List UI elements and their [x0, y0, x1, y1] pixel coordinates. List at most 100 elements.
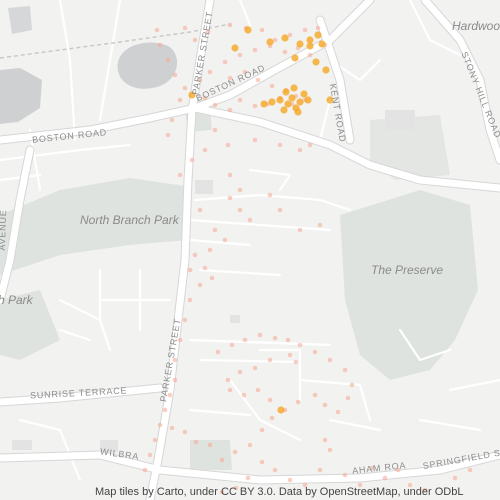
left-green-strip — [0, 290, 60, 360]
data-point — [172, 72, 178, 78]
data-point — [207, 247, 213, 253]
data-point-strong — [188, 91, 196, 99]
data-point-strong — [318, 40, 326, 48]
data-point — [237, 97, 243, 103]
east-road — [191, 104, 500, 192]
sunrise-terrace — [0, 384, 164, 406]
data-point — [252, 103, 258, 109]
data-point-strong — [312, 58, 320, 66]
data-point — [272, 467, 278, 473]
data-point — [255, 387, 261, 393]
data-point — [225, 377, 231, 383]
data-point — [182, 317, 188, 323]
data-point — [287, 32, 293, 38]
data-point — [219, 457, 225, 463]
stony-hill-road — [421, 0, 500, 164]
pond-small — [8, 6, 32, 34]
minor-roads — [0, 0, 500, 482]
data-point — [307, 52, 313, 58]
data-point — [349, 382, 355, 388]
data-point — [182, 85, 188, 91]
data-point — [315, 25, 321, 31]
data-point — [297, 342, 303, 348]
data-point — [237, 187, 243, 193]
data-point — [167, 392, 173, 398]
data-point — [192, 252, 198, 258]
data-points — [142, 22, 473, 495]
data-point — [317, 222, 323, 228]
data-point-strong — [300, 90, 308, 98]
data-point-strong — [280, 106, 288, 114]
data-point — [215, 349, 221, 355]
data-point — [165, 132, 171, 138]
data-point-strong — [284, 100, 292, 108]
data-point — [152, 437, 158, 443]
boston-road-west — [0, 104, 199, 144]
data-point — [269, 83, 275, 89]
data-point — [165, 57, 171, 63]
avenue-left — [0, 146, 34, 304]
data-point-strong — [276, 96, 284, 104]
data-point — [322, 437, 328, 443]
data-point — [245, 475, 251, 481]
the-preserve-area — [340, 190, 478, 380]
data-point — [233, 485, 239, 491]
data-point-strong — [322, 66, 330, 74]
data-point — [212, 227, 218, 233]
park-left-label: h Park — [0, 293, 33, 307]
avenue-left-label: AVENUE — [0, 209, 9, 251]
data-point — [241, 392, 247, 398]
data-point-strong — [268, 98, 276, 106]
data-point-strong — [326, 96, 334, 104]
data-point — [247, 217, 253, 223]
data-point — [272, 37, 278, 43]
data-point — [247, 442, 253, 448]
data-point — [227, 195, 233, 201]
data-point — [259, 427, 265, 433]
data-point — [162, 407, 168, 413]
data-point-strong — [306, 42, 314, 50]
data-point-strong — [306, 36, 314, 44]
data-point — [187, 297, 193, 303]
data-point-strong — [296, 40, 304, 48]
data-point — [222, 237, 228, 243]
data-point — [242, 69, 248, 75]
data-point — [222, 59, 228, 65]
kent-road — [316, 16, 354, 144]
data-point-strong — [304, 96, 312, 104]
data-point — [322, 402, 328, 408]
data-point — [269, 415, 275, 421]
data-point — [219, 489, 225, 495]
data-point — [225, 142, 231, 148]
data-point — [189, 157, 195, 163]
north-branch-park-area — [0, 178, 188, 275]
data-point — [212, 102, 218, 108]
data-point — [142, 467, 148, 473]
data-point — [192, 37, 198, 43]
data-point — [182, 25, 188, 31]
data-point — [157, 42, 163, 48]
data-point — [257, 332, 263, 338]
data-point — [252, 365, 258, 371]
data-point — [317, 467, 323, 473]
data-point — [467, 467, 473, 473]
data-point-strong — [277, 406, 285, 414]
data-point — [242, 337, 248, 343]
data-point — [237, 369, 243, 375]
data-point — [177, 172, 183, 178]
data-point — [357, 482, 363, 488]
data-point — [177, 337, 183, 343]
data-point — [212, 127, 218, 133]
data-point — [282, 49, 288, 55]
data-point — [285, 337, 291, 343]
data-point — [154, 27, 160, 33]
wilbraham-road — [0, 451, 500, 484]
data-point — [197, 282, 203, 288]
data-point — [369, 465, 375, 471]
data-point — [172, 377, 178, 383]
data-point — [209, 275, 215, 281]
data-point-strong — [281, 34, 289, 42]
data-point — [307, 142, 313, 148]
